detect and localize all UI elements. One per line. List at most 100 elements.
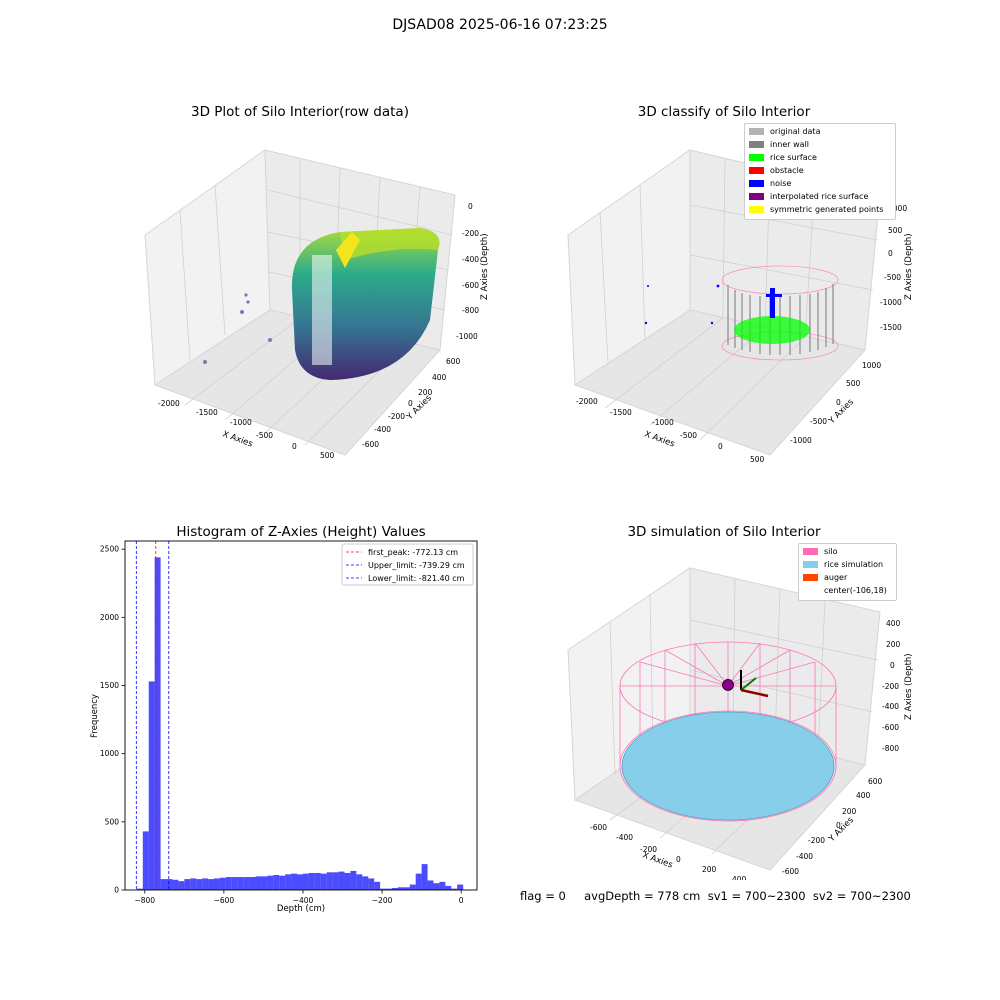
simulation-legend-label: silo	[824, 547, 838, 556]
histogram-bar	[356, 874, 363, 890]
histogram-legend-label: Lower_limit: -821.40 cm	[368, 574, 465, 583]
svg-text:0: 0	[408, 399, 413, 408]
histogram-y-tick-label: 2000	[100, 613, 119, 622]
svg-text:0: 0	[890, 661, 895, 670]
svg-text:-200: -200	[462, 229, 479, 238]
histogram-bar	[421, 864, 428, 890]
svg-text:-600: -600	[782, 867, 799, 876]
svg-text:-1000: -1000	[790, 436, 812, 445]
classify-legend-item: obstacle	[749, 164, 895, 177]
histogram-bar	[409, 884, 416, 890]
svg-text:-200: -200	[640, 845, 657, 854]
simulation-legend-label: center(-106,18)	[824, 586, 887, 595]
classify-legend-label: symmetric generated points	[770, 205, 884, 214]
classify-legend-label: interpolated rice surface	[770, 192, 869, 201]
classify-legend-item: noise	[749, 177, 895, 190]
histogram-bar	[237, 877, 244, 890]
histogram-bar	[249, 877, 256, 890]
histogram-bar	[350, 870, 357, 890]
histogram-bar	[231, 877, 238, 890]
simulation-z-label: Z Axies (Depth)	[904, 653, 914, 720]
histogram-bar	[374, 881, 381, 890]
histogram-bar	[297, 874, 303, 890]
raw-x-label: X Axies	[221, 429, 254, 449]
svg-text:1000: 1000	[862, 361, 881, 370]
histogram-bar	[320, 873, 327, 890]
histogram-y-label: Frequency	[90, 694, 100, 738]
svg-text:-400: -400	[462, 255, 479, 264]
classify-legend-item: interpolated rice surface	[749, 190, 895, 203]
histogram-x-tick-label: −400	[293, 896, 314, 905]
histogram-bar	[391, 887, 398, 890]
classify-y-label: Y Axies	[826, 397, 856, 427]
svg-text:-1500: -1500	[196, 408, 218, 417]
histogram-y-tick-label: 1000	[100, 749, 119, 758]
histogram-bar	[279, 875, 286, 890]
histogram-bar	[308, 872, 315, 890]
histogram-y-tick-label: 1500	[100, 681, 119, 690]
histogram-bar	[160, 879, 167, 890]
histogram-bar	[178, 881, 185, 890]
classify-legend-swatch	[749, 167, 764, 174]
simulation-legend: silo rice simulation auger center(-106,18)	[798, 543, 897, 601]
histogram-legend	[341, 543, 474, 586]
svg-text:1000: 1000	[888, 204, 907, 213]
histogram-bar	[439, 881, 446, 890]
histogram-bar	[433, 883, 440, 890]
histogram-bar	[219, 877, 226, 890]
simulation-legend-label: auger	[824, 573, 848, 582]
simulation-3d-plot: -600 -400 -200 0 200 400 600 400 200 0 -…	[567, 567, 914, 880]
histogram-bar	[202, 878, 209, 890]
classify-legend-label: inner wall	[770, 140, 810, 149]
histogram-y-tick-label: 2500	[100, 545, 119, 554]
svg-text:-1000: -1000	[230, 418, 252, 427]
histogram-bar	[362, 876, 369, 890]
histogram-bar	[457, 884, 464, 890]
simulation-legend-swatch	[803, 548, 818, 555]
simulation-legend-swatch	[803, 587, 818, 594]
svg-text:-2000: -2000	[158, 399, 180, 408]
svg-text:-400: -400	[616, 833, 633, 842]
histogram-bar	[427, 880, 434, 890]
classify-legend-item: symmetric generated points	[749, 203, 895, 216]
svg-text:0: 0	[836, 821, 841, 830]
simulation-x-label: X Axies	[641, 850, 674, 870]
svg-text:-200: -200	[388, 412, 405, 421]
classify-legend-label: rice surface	[770, 153, 817, 162]
classify-legend-item: inner wall	[749, 138, 895, 151]
histogram-bar	[267, 875, 274, 890]
histogram-y-tick-label: 500	[105, 817, 120, 826]
svg-text:200: 200	[842, 807, 857, 816]
histogram-y-tick-label: 0	[114, 886, 119, 895]
svg-text:-200: -200	[808, 836, 825, 845]
svg-text:-1000: -1000	[652, 418, 674, 427]
svg-text:0: 0	[888, 249, 893, 258]
svg-text:0: 0	[676, 855, 681, 864]
histogram-bar	[213, 878, 220, 890]
svg-text:600: 600	[446, 357, 461, 366]
svg-text:500: 500	[888, 226, 903, 235]
classify-panel-title: 3D classify of Silo Interior	[637, 104, 811, 120]
svg-text:-1500: -1500	[610, 408, 632, 417]
svg-text:400: 400	[732, 875, 747, 880]
histogram-bar	[326, 872, 333, 890]
histogram-bar	[302, 873, 309, 890]
svg-text:-500: -500	[680, 431, 697, 440]
histogram-bar	[184, 879, 191, 890]
raw-z-label: Z Axies (Depth)	[480, 233, 490, 300]
raw-panel-title: 3D Plot of Silo Interior(row data)	[191, 104, 409, 120]
svg-text:200: 200	[702, 865, 717, 874]
histogram-bar	[154, 557, 161, 890]
histogram-bar	[225, 877, 232, 890]
classify-legend-swatch	[749, 141, 764, 148]
simulation-y-label: Y Axies	[826, 815, 856, 845]
svg-text:200: 200	[886, 640, 901, 649]
classify-legend-swatch	[749, 180, 764, 187]
histogram-bar	[261, 876, 268, 890]
svg-text:-1500: -1500	[880, 323, 902, 332]
histogram-legend-label: first_peak: -772.13 cm	[368, 548, 458, 557]
status-footer: flag = 0 avgDepth = 778 cm sv1 = 700~230…	[520, 889, 911, 903]
classify-legend-label: obstacle	[770, 166, 804, 175]
svg-text:500: 500	[846, 379, 861, 388]
svg-text:-400: -400	[882, 702, 899, 711]
